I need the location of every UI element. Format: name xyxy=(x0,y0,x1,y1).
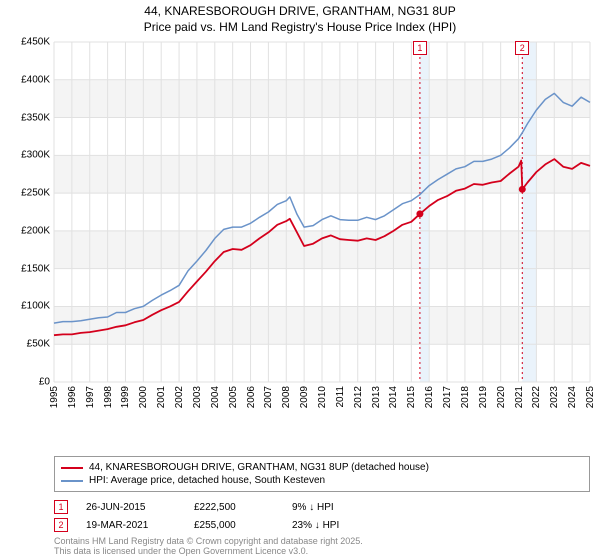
sale-row-marker: 2 xyxy=(54,518,68,532)
x-axis-tick: 2014 xyxy=(388,386,399,408)
chart-container: £0 £50K £100K £150K £200K £250K £300K £350K £400… xyxy=(0,38,600,418)
sale-hpi-delta: 9% ↓ HPI xyxy=(292,502,382,513)
y-axis-tick: £400K xyxy=(0,74,50,85)
x-axis-tick: 2005 xyxy=(228,386,239,408)
sale-row-marker: 1 xyxy=(54,500,68,514)
sale-date: 26-JUN-2015 xyxy=(86,502,176,513)
y-axis-tick: £150K xyxy=(0,263,50,274)
x-axis-tick: 2023 xyxy=(549,386,560,408)
x-axis-tick: 2018 xyxy=(460,386,471,408)
plot-area xyxy=(54,42,590,382)
x-axis-tick: 2008 xyxy=(281,386,292,408)
x-axis-tick: 2024 xyxy=(567,386,578,408)
legend-label: HPI: Average price, detached house, Sout… xyxy=(89,475,325,486)
sale-hpi-delta: 23% ↓ HPI xyxy=(292,520,382,531)
legend-row: 44, KNARESBOROUGH DRIVE, GRANTHAM, NG31 … xyxy=(61,461,583,474)
y-axis-tick: £450K xyxy=(0,37,50,48)
x-axis-tick: 2016 xyxy=(424,386,435,408)
sale-point-2 xyxy=(519,186,526,193)
x-axis-tick: 1997 xyxy=(85,386,96,408)
y-axis-tick: £250K xyxy=(0,188,50,199)
sale-marker-1: 1 xyxy=(413,41,427,55)
x-axis-tick: 2007 xyxy=(263,386,274,408)
x-axis-tick: 2020 xyxy=(496,386,507,408)
x-axis-tick: 2006 xyxy=(246,386,257,408)
chart-title-line1: 44, KNARESBOROUGH DRIVE, GRANTHAM, NG31 … xyxy=(0,4,600,20)
y-axis-tick: £200K xyxy=(0,225,50,236)
x-axis-tick: 2021 xyxy=(514,386,525,408)
sale-marker-2: 2 xyxy=(515,41,529,55)
x-axis-tick: 1998 xyxy=(103,386,114,408)
x-axis-tick: 1995 xyxy=(49,386,60,408)
x-axis-tick: 2003 xyxy=(192,386,203,408)
y-axis-tick: £50K xyxy=(0,339,50,350)
sale-date: 19-MAR-2021 xyxy=(86,520,176,531)
sale-price: £255,000 xyxy=(194,520,274,531)
attribution-line2: This data is licensed under the Open Gov… xyxy=(54,546,590,556)
x-axis-tick: 2025 xyxy=(585,386,596,408)
chart-line-layer xyxy=(54,42,590,382)
x-axis-tick: 2000 xyxy=(138,386,149,408)
legend-row: HPI: Average price, detached house, Sout… xyxy=(61,474,583,487)
legend-swatch xyxy=(61,467,83,469)
x-axis-tick: 2010 xyxy=(317,386,328,408)
y-axis-tick: £300K xyxy=(0,150,50,161)
x-axis-tick: 1999 xyxy=(120,386,131,408)
x-axis-tick: 2013 xyxy=(371,386,382,408)
x-axis-tick: 2022 xyxy=(531,386,542,408)
x-axis-tick: 2002 xyxy=(174,386,185,408)
x-axis-tick: 2017 xyxy=(442,386,453,408)
x-axis-tick: 2012 xyxy=(353,386,364,408)
y-axis-tick: £100K xyxy=(0,301,50,312)
series-hpi xyxy=(54,93,590,323)
attribution: Contains HM Land Registry data © Crown c… xyxy=(54,536,590,557)
chart-title-line2: Price paid vs. HM Land Registry's House … xyxy=(0,20,600,36)
x-axis-tick: 2004 xyxy=(210,386,221,408)
sales-table: 1 26-JUN-2015 £222,500 9% ↓ HPI 2 19-MAR-2021… xyxy=(54,498,590,534)
x-axis-tick: 2019 xyxy=(478,386,489,408)
x-axis-tick: 2009 xyxy=(299,386,310,408)
chart-title-block: 44, KNARESBOROUGH DRIVE, GRANTHAM, NG31 … xyxy=(0,0,600,35)
legend: 44, KNARESBOROUGH DRIVE, GRANTHAM, NG31 … xyxy=(54,456,590,492)
legend-label: 44, KNARESBOROUGH DRIVE, GRANTHAM, NG31 … xyxy=(89,462,429,473)
y-axis-tick: £350K xyxy=(0,112,50,123)
attribution-line1: Contains HM Land Registry data © Crown c… xyxy=(54,536,590,546)
y-axis-tick: £0 xyxy=(0,377,50,388)
sale-point-1 xyxy=(416,210,423,217)
x-axis-tick: 1996 xyxy=(67,386,78,408)
sale-row: 1 26-JUN-2015 £222,500 9% ↓ HPI xyxy=(54,498,590,516)
x-axis-tick: 2015 xyxy=(406,386,417,408)
x-axis-tick: 2001 xyxy=(156,386,167,408)
legend-swatch xyxy=(61,480,83,482)
sale-price: £222,500 xyxy=(194,502,274,513)
sale-row: 2 19-MAR-2021 £255,000 23% ↓ HPI xyxy=(54,516,590,534)
x-axis-tick: 2011 xyxy=(335,386,346,408)
